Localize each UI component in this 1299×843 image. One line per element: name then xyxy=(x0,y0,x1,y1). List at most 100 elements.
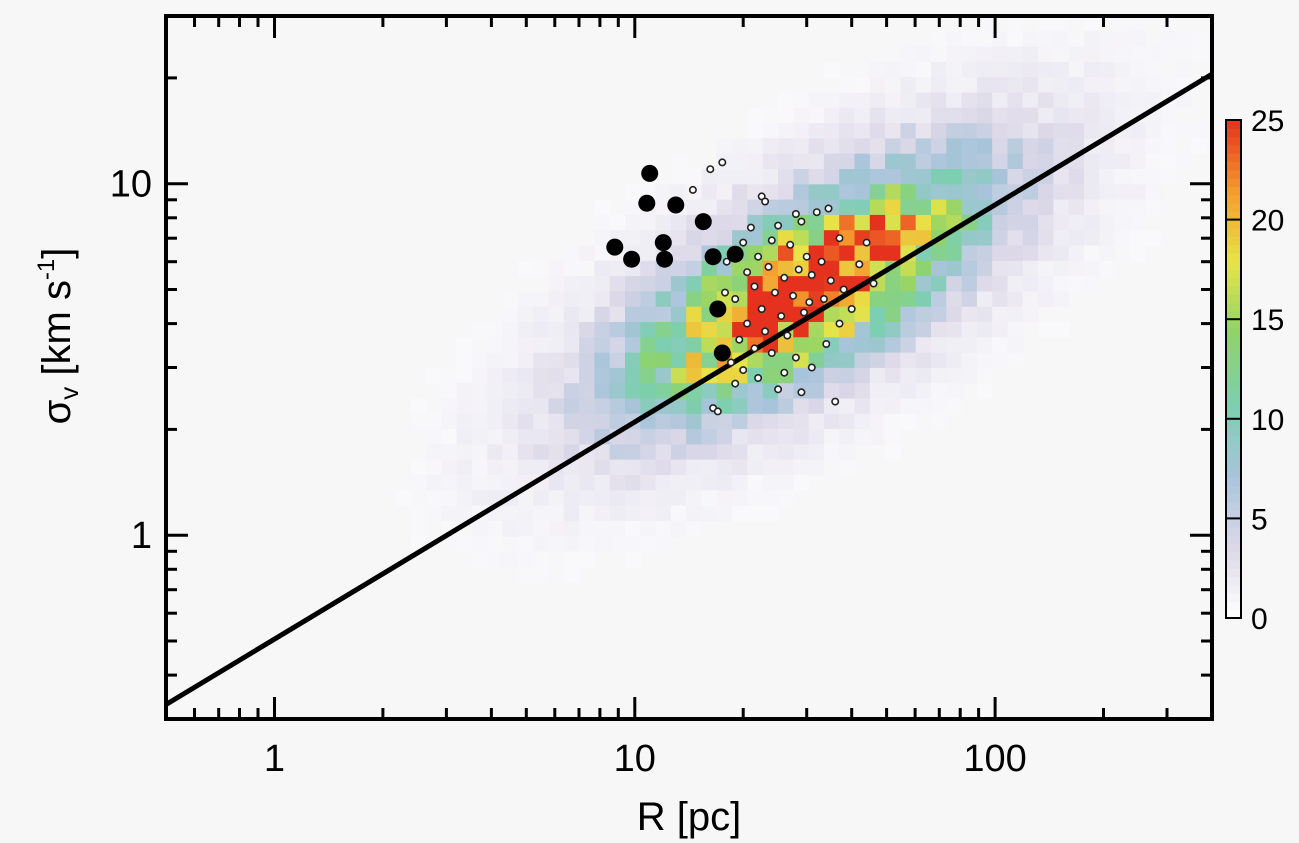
density-cell xyxy=(976,260,993,277)
density-cell xyxy=(976,61,993,78)
density-cell xyxy=(625,536,641,553)
density-cell xyxy=(976,184,993,201)
density-cell xyxy=(900,383,917,400)
density-cell xyxy=(1145,184,1162,201)
density-cell xyxy=(441,413,458,430)
density-cell xyxy=(839,398,856,415)
density-cell xyxy=(976,46,993,63)
density-cell xyxy=(1022,107,1039,124)
density-cell xyxy=(1160,123,1177,139)
density-cell xyxy=(716,444,733,461)
density-cell xyxy=(517,444,534,461)
density-cell xyxy=(1007,245,1024,262)
density-cell xyxy=(869,383,886,400)
density-cell xyxy=(778,184,794,201)
density-cell xyxy=(961,306,978,323)
density-cell xyxy=(747,490,764,507)
density-cell xyxy=(946,153,963,170)
density-cell xyxy=(579,276,595,292)
density-cell xyxy=(915,383,932,400)
density-cell xyxy=(1084,77,1100,94)
density-cell xyxy=(823,138,840,155)
density-cell xyxy=(517,367,534,384)
density-cell xyxy=(762,352,779,369)
density-cell xyxy=(563,475,580,491)
density-cell xyxy=(1129,199,1146,216)
colorbar-segment xyxy=(1226,576,1241,586)
density-cell xyxy=(732,169,748,185)
density-cell xyxy=(762,367,779,384)
density-cell xyxy=(915,214,932,231)
density-cell xyxy=(1084,260,1100,277)
colorbar-segment xyxy=(1226,418,1241,428)
colorbar-segment xyxy=(1226,584,1241,594)
density-cell xyxy=(472,459,488,476)
colorbar-segment xyxy=(1226,609,1241,619)
density-cell xyxy=(915,276,932,292)
small-point xyxy=(791,353,800,362)
density-cell xyxy=(869,77,886,94)
density-cell xyxy=(1068,260,1085,277)
density-cell xyxy=(915,123,932,139)
density-cell xyxy=(594,475,611,491)
density-cell xyxy=(1175,153,1192,170)
density-cell xyxy=(839,77,856,94)
density-cell xyxy=(655,214,672,231)
density-cell xyxy=(640,475,657,491)
density-cell xyxy=(747,169,764,185)
density-cell xyxy=(976,153,993,170)
density-cell xyxy=(1068,77,1085,94)
density-cell xyxy=(1145,77,1162,94)
density-cell xyxy=(1022,260,1039,277)
density-cell xyxy=(762,107,779,124)
density-cell xyxy=(1099,214,1116,231)
density-cell xyxy=(839,199,856,216)
density-cell xyxy=(670,260,687,277)
density-cell xyxy=(701,276,718,292)
density-cell xyxy=(625,398,641,415)
density-cell xyxy=(1084,245,1100,262)
colorbar-segment xyxy=(1226,352,1241,362)
density-cell xyxy=(1160,107,1177,124)
density-cell xyxy=(1068,31,1085,48)
density-cell xyxy=(594,383,611,400)
density-cell xyxy=(594,322,611,338)
density-cell xyxy=(441,505,458,522)
density-cell xyxy=(992,245,1009,262)
density-cell xyxy=(1206,107,1212,124)
density-cell xyxy=(487,383,504,400)
small-point xyxy=(855,260,864,269)
density-cell xyxy=(686,169,703,185)
density-cell xyxy=(854,413,871,430)
density-cell xyxy=(1129,61,1146,78)
density-cell xyxy=(1175,31,1192,48)
density-cell xyxy=(900,413,917,430)
density-cell xyxy=(808,367,825,384)
small-point xyxy=(767,348,776,357)
density-cell xyxy=(931,46,947,63)
density-cell xyxy=(823,245,840,262)
density-cell xyxy=(1068,61,1085,78)
density-cell xyxy=(686,322,703,338)
density-cell xyxy=(456,367,473,384)
density-cell xyxy=(686,398,703,415)
density-cell xyxy=(961,199,978,216)
density-cell xyxy=(426,429,442,445)
colorbar-segment xyxy=(1226,427,1241,436)
tick-labels: 1 10 100 1 10 xyxy=(110,164,1027,780)
density-cell xyxy=(472,398,488,415)
density-cell xyxy=(625,490,641,507)
density-cell xyxy=(609,260,626,277)
density-cell xyxy=(548,398,565,415)
density-cell xyxy=(670,520,687,537)
density-cell xyxy=(732,444,748,461)
density-cell xyxy=(976,16,993,32)
small-point xyxy=(786,240,795,249)
density-cell xyxy=(900,276,917,292)
density-cell xyxy=(854,398,871,415)
density-cell xyxy=(854,123,871,139)
density-cell xyxy=(563,276,580,292)
density-cell xyxy=(885,322,901,338)
x-tick-label: 1 xyxy=(264,738,285,780)
density-cell xyxy=(931,184,947,201)
